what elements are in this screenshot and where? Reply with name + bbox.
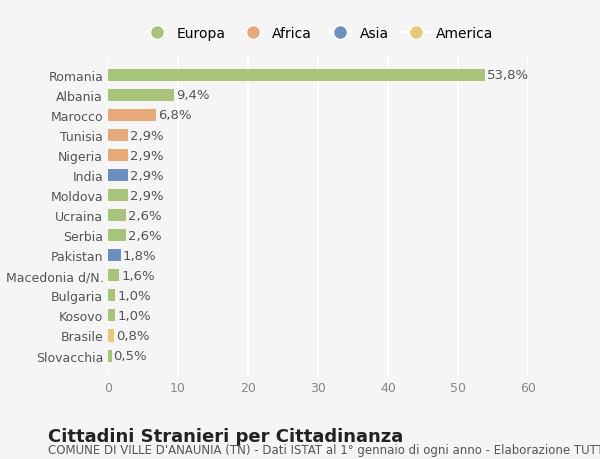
Text: 0,5%: 0,5% — [113, 349, 147, 362]
Bar — [108, 270, 119, 282]
Text: 1,0%: 1,0% — [117, 309, 151, 322]
Text: COMUNE DI VILLE D'ANAUNIA (TN) - Dati ISTAT al 1° gennaio di ogni anno - Elabora: COMUNE DI VILLE D'ANAUNIA (TN) - Dati IS… — [48, 443, 600, 456]
Text: 0,8%: 0,8% — [116, 329, 149, 342]
Text: Cittadini Stranieri per Cittadinanza: Cittadini Stranieri per Cittadinanza — [48, 427, 403, 445]
Bar — [108, 150, 128, 162]
Text: 2,9%: 2,9% — [130, 149, 164, 162]
Text: 2,6%: 2,6% — [128, 229, 162, 242]
Text: 1,8%: 1,8% — [123, 249, 157, 262]
Bar — [108, 330, 113, 342]
Bar — [108, 130, 128, 142]
Bar — [108, 170, 128, 182]
Bar — [108, 230, 126, 242]
Bar — [108, 250, 121, 262]
Text: 2,9%: 2,9% — [130, 169, 164, 182]
Bar — [108, 290, 115, 302]
Text: 2,9%: 2,9% — [130, 129, 164, 142]
Text: 1,0%: 1,0% — [117, 289, 151, 302]
Legend: Europa, Africa, Asia, America: Europa, Africa, Asia, America — [136, 20, 500, 48]
Bar — [108, 90, 174, 102]
Bar — [108, 310, 115, 322]
Text: 53,8%: 53,8% — [487, 69, 529, 82]
Bar — [108, 350, 112, 362]
Text: 2,9%: 2,9% — [130, 189, 164, 202]
Bar — [108, 110, 155, 122]
Text: 2,6%: 2,6% — [128, 209, 162, 222]
Text: 6,8%: 6,8% — [158, 109, 191, 122]
Bar — [108, 190, 128, 202]
Text: 1,6%: 1,6% — [121, 269, 155, 282]
Bar — [108, 210, 126, 222]
Bar — [108, 70, 485, 82]
Text: 9,4%: 9,4% — [176, 89, 209, 102]
